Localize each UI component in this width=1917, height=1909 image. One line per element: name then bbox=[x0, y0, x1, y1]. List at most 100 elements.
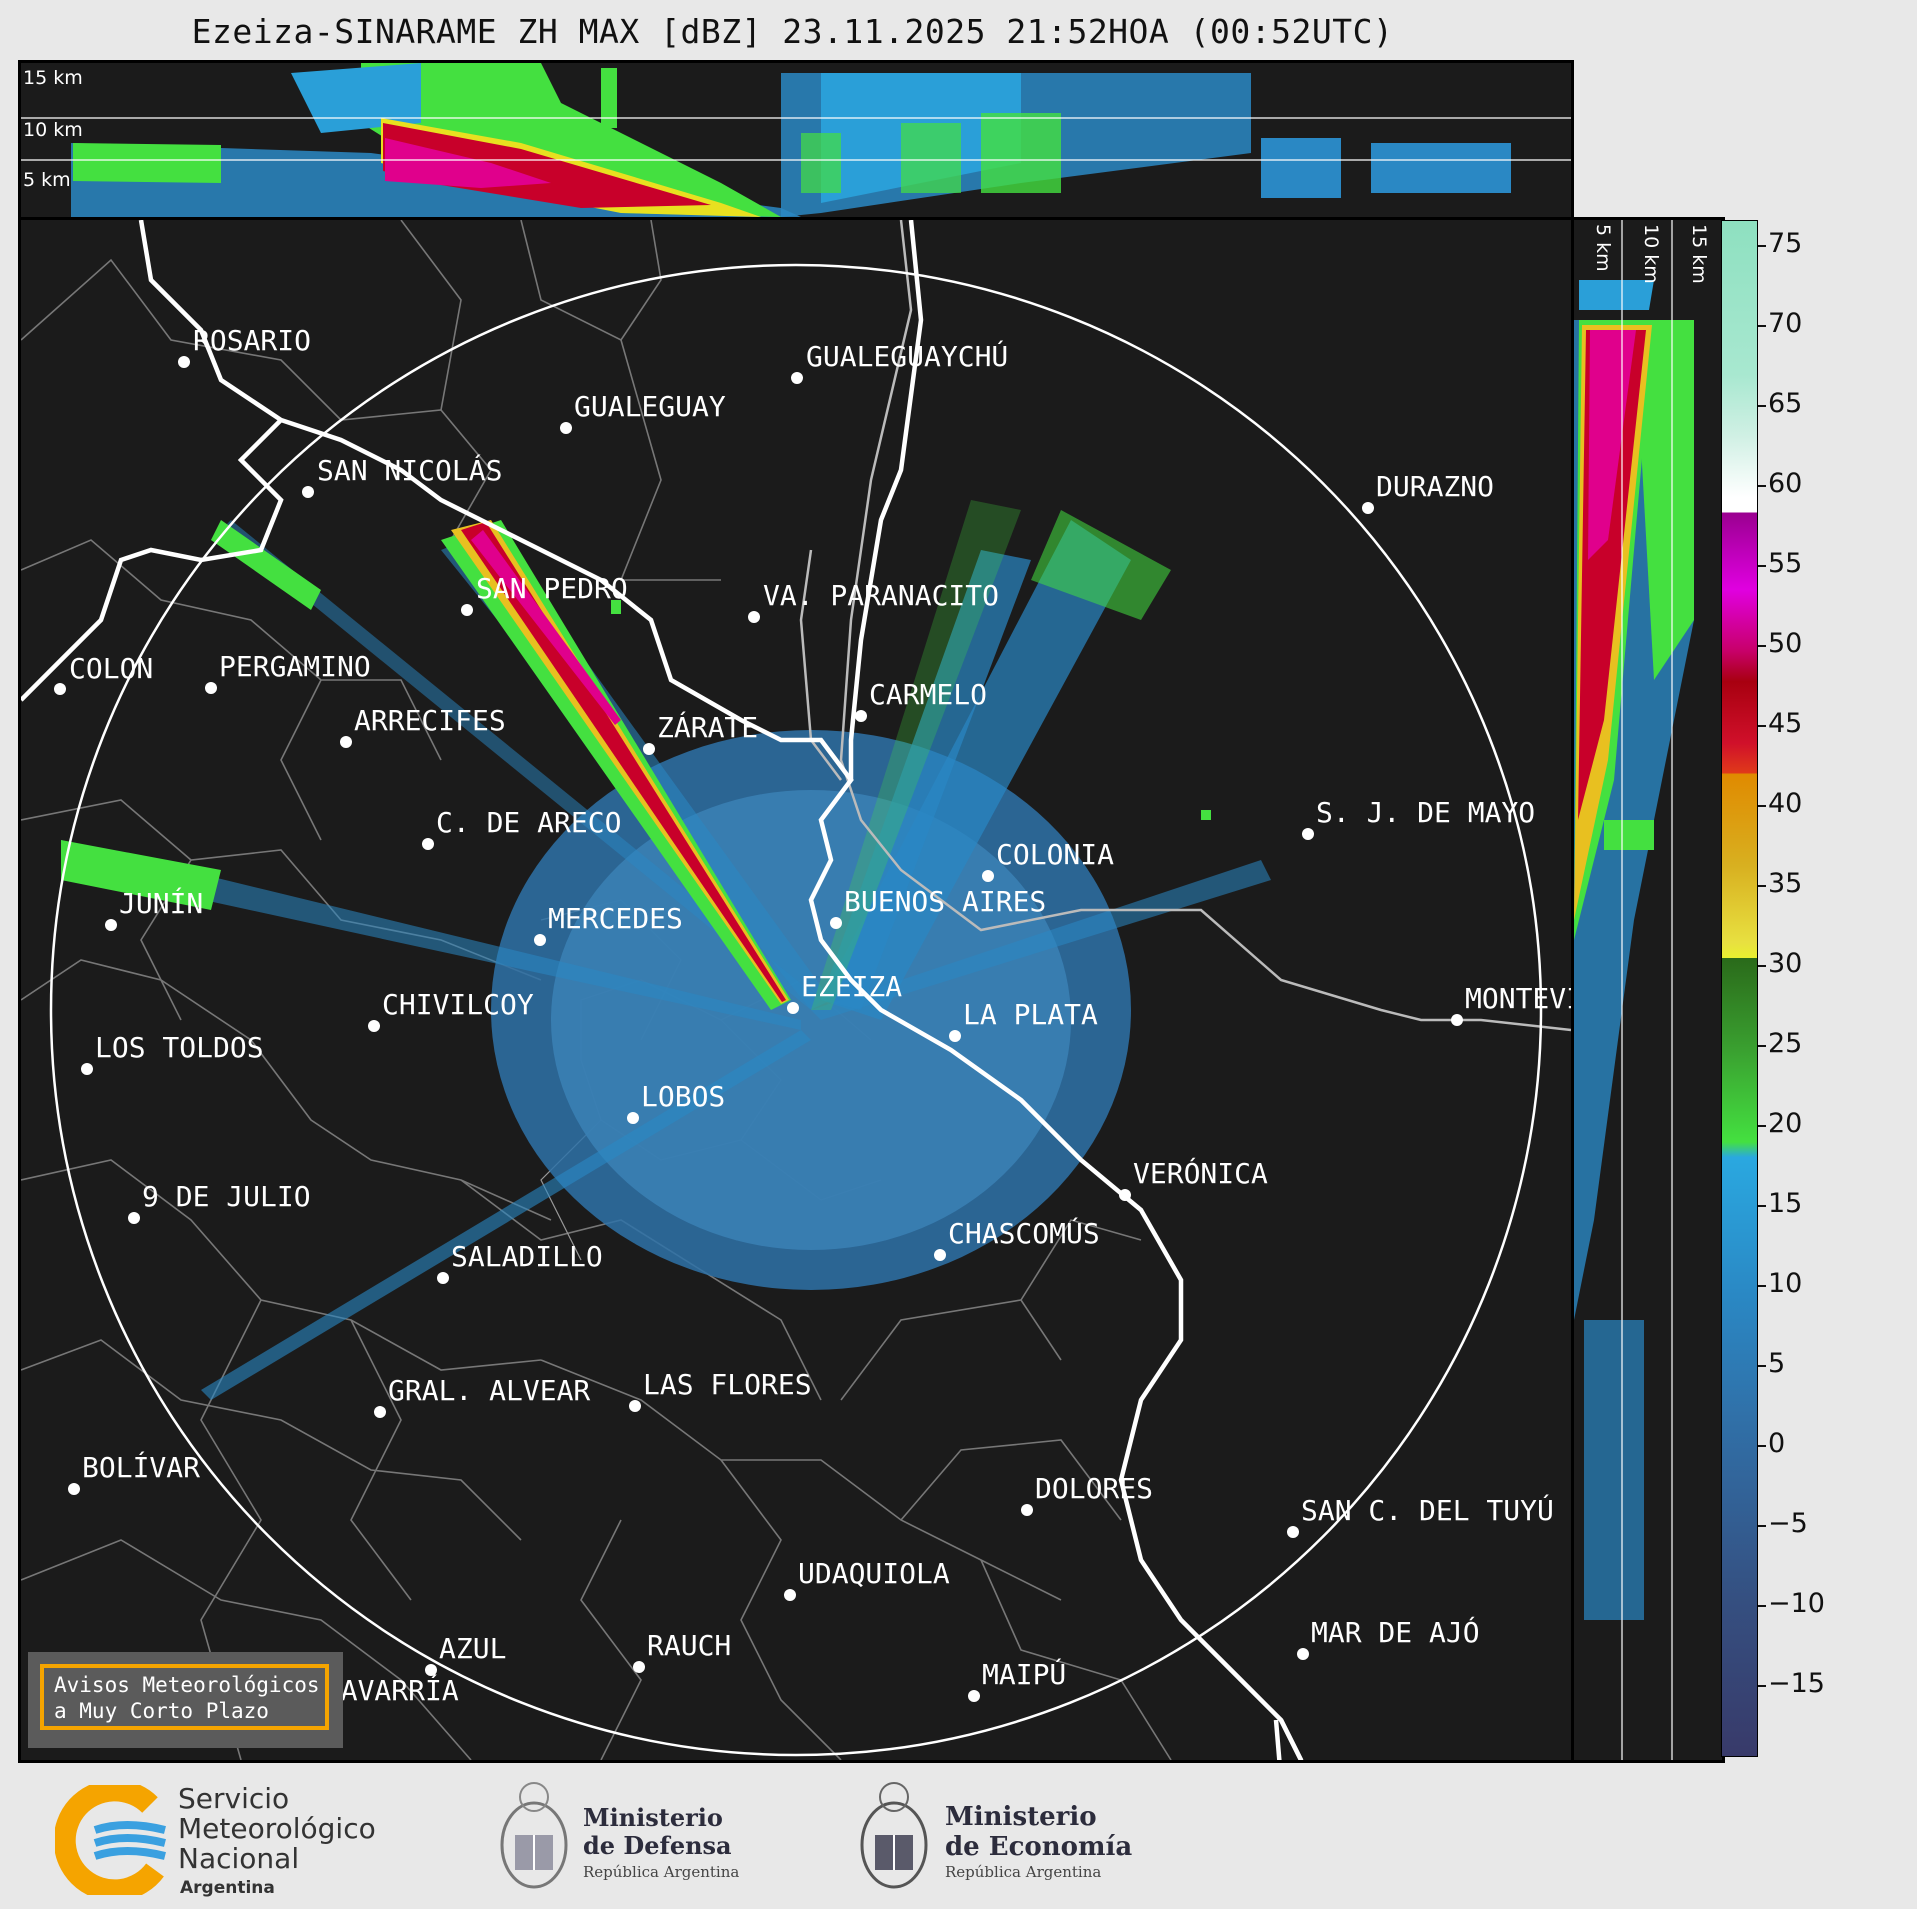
city-label-rauch: RAUCH bbox=[647, 1629, 731, 1662]
colorbar-tick-label: −10 bbox=[1768, 1588, 1825, 1619]
defensa-name: Ministerio de Defensa bbox=[583, 1803, 732, 1860]
colorbar-tick-mark bbox=[1758, 805, 1766, 807]
colorbar-tick-label: 15 bbox=[1768, 1188, 1803, 1219]
colorbar-tick-mark bbox=[1758, 1365, 1766, 1367]
city-label-c-de-areco: C. DE ARECO bbox=[436, 806, 621, 839]
radar-map: ROSARIO GUALEGUAYCHÚ GUALEGUAY SAN NICOL… bbox=[18, 217, 1574, 1763]
top-strip-echoes bbox=[71, 63, 1511, 217]
city-label-veronica: VERÓNICA bbox=[1133, 1156, 1268, 1190]
colorbar bbox=[1721, 220, 1758, 1757]
colorbar-tick-label: 5 bbox=[1768, 1348, 1786, 1379]
side-vertical-cross-section: 5 km 10 km 15 km bbox=[1571, 217, 1725, 1763]
city-label-arrecifes: ARRECIFES bbox=[354, 704, 506, 737]
colorbar-tick-mark bbox=[1758, 1045, 1766, 1047]
city-label-pergamino: PERGAMINO bbox=[219, 650, 371, 683]
city-labels: ROSARIO GUALEGUAYCHÚ GUALEGUAY SAN NICOL… bbox=[69, 324, 1571, 1707]
city-label-la-plata: LA PLATA bbox=[963, 998, 1098, 1031]
city-label-mercedes: MERCEDES bbox=[548, 902, 683, 935]
defensa-seal-icon bbox=[500, 1782, 568, 1889]
city-label-ezeiza: EZEIZA bbox=[801, 970, 902, 1003]
radar-echoes bbox=[61, 500, 1271, 1400]
city-label-gualeguay: GUALEGUAY bbox=[574, 390, 726, 423]
colorbar-tick-label: 35 bbox=[1768, 868, 1803, 899]
city-label-san-pedro: SAN PEDRO bbox=[476, 572, 628, 605]
city-label-mar-de-ajo: MAR DE AJÓ bbox=[1311, 1615, 1480, 1649]
colorbar-tick-mark bbox=[1758, 485, 1766, 487]
colorbar-tick-label: −15 bbox=[1768, 1668, 1825, 1699]
city-label-azul: AZUL bbox=[439, 1632, 506, 1665]
economia-sub: República Argentina bbox=[945, 1863, 1102, 1881]
colorbar-tick-label: 60 bbox=[1768, 468, 1803, 499]
rivers-light bbox=[799, 220, 1571, 1032]
city-label-rosario: ROSARIO bbox=[193, 324, 311, 357]
radar-map-svg: ROSARIO GUALEGUAYCHÚ GUALEGUAY SAN NICOL… bbox=[21, 220, 1571, 1760]
colorbar-tick-label: 75 bbox=[1768, 228, 1803, 259]
colorbar-tick-mark bbox=[1758, 1525, 1766, 1527]
department-boundaries bbox=[21, 220, 1172, 1760]
city-label-va-paranacito: VA. PARANACITO bbox=[763, 579, 999, 612]
city-label-buenos-aires: BUENOS AIRES bbox=[844, 885, 1046, 918]
footer-logos: Servicio Meteorológico Nacional Argentin… bbox=[0, 1760, 1917, 1909]
colorbar-tick-label: 25 bbox=[1768, 1028, 1803, 1059]
colorbar-tick-label: 10 bbox=[1768, 1268, 1803, 1299]
side-altitude-label-10km: 10 km bbox=[1640, 224, 1662, 284]
city-label-montevideo: MONTEVIDEO bbox=[1465, 982, 1571, 1015]
city-label-carmelo: CARMELO bbox=[869, 678, 987, 711]
colorbar-tick-label: −5 bbox=[1768, 1508, 1808, 1539]
colorbar-tick-mark bbox=[1758, 405, 1766, 407]
city-label-durazno: DURAZNO bbox=[1376, 470, 1494, 503]
colorbar-tick-mark bbox=[1758, 1285, 1766, 1287]
smn-logo-icon bbox=[55, 1785, 166, 1895]
avisos-box[interactable]: Avisos Meteorológicos a Muy Corto Plazo bbox=[28, 1652, 343, 1748]
colorbar-tick-mark bbox=[1758, 565, 1766, 567]
colorbar-tick-label: 45 bbox=[1768, 708, 1803, 739]
coastline-and-borders bbox=[21, 220, 1304, 1760]
colorbar-tick-label: 70 bbox=[1768, 308, 1803, 339]
city-label-maipu: MAIPÚ bbox=[982, 1657, 1066, 1691]
city-label-s-j-de-mayo: S. J. DE MAYO bbox=[1316, 796, 1535, 829]
top-vertical-cross-section: 15 km 10 km 5 km bbox=[18, 60, 1574, 220]
top-strip-svg bbox=[21, 63, 1571, 217]
city-label-dolores: DOLORES bbox=[1035, 1472, 1153, 1505]
colorbar-tick-label: 20 bbox=[1768, 1108, 1803, 1139]
range-ring-240km bbox=[49, 263, 1543, 1757]
altitude-label-15km: 15 km bbox=[23, 67, 83, 89]
side-strip-echoes bbox=[1574, 280, 1694, 1620]
colorbar-tick-mark bbox=[1758, 245, 1766, 247]
colorbar-tick-mark bbox=[1758, 1445, 1766, 1447]
city-label-colon: COLON bbox=[69, 652, 153, 685]
colorbar-tick-label: 40 bbox=[1768, 788, 1803, 819]
city-label-9-de-julio: 9 DE JULIO bbox=[142, 1180, 311, 1213]
city-label-san-nicolas: SAN NICOLÁS bbox=[317, 453, 502, 487]
colorbar-tick-mark bbox=[1758, 1685, 1766, 1687]
city-label-colonia: COLONIA bbox=[996, 838, 1114, 871]
chart-title: Ezeiza-SINARAME ZH MAX [dBZ] 23.11.2025 … bbox=[191, 12, 1394, 51]
city-label-junin: JUNÍN bbox=[119, 886, 203, 920]
city-label-chascomus: CHASCOMÚS bbox=[948, 1216, 1100, 1250]
colorbar-tick-mark bbox=[1758, 325, 1766, 327]
economia-seal-icon bbox=[860, 1782, 928, 1889]
city-label-bolivar: BOLÍVAR bbox=[82, 1450, 200, 1484]
colorbar-tick-mark bbox=[1758, 1125, 1766, 1127]
altitude-label-5km: 5 km bbox=[23, 169, 71, 191]
smn-name: Servicio Meteorológico Nacional bbox=[178, 1782, 376, 1875]
city-label-los-toldos: LOS TOLDOS bbox=[95, 1031, 264, 1064]
side-altitude-label-15km: 15 km bbox=[1688, 224, 1710, 284]
colorbar-tick-label: 50 bbox=[1768, 628, 1803, 659]
colorbar-tick-mark bbox=[1758, 1205, 1766, 1207]
colorbar-tick-label: 55 bbox=[1768, 548, 1803, 579]
city-label-udaquiola: UDAQUIOLA bbox=[798, 1557, 950, 1590]
defensa-sub: República Argentina bbox=[583, 1863, 740, 1881]
city-label-san-c-del-tuyu: SAN C. DEL TUYÚ bbox=[1301, 1493, 1554, 1527]
colorbar-tick-mark bbox=[1758, 965, 1766, 967]
colorbar-tick-mark bbox=[1758, 1605, 1766, 1607]
city-label-gral-alvear: GRAL. ALVEAR bbox=[388, 1374, 590, 1407]
colorbar-tick-mark bbox=[1758, 725, 1766, 727]
city-label-saladillo: SALADILLO bbox=[451, 1240, 603, 1273]
colorbar-tick-mark bbox=[1758, 645, 1766, 647]
city-label-las-flores: LAS FLORES bbox=[643, 1368, 812, 1401]
city-label-chivilcoy: CHIVILCOY bbox=[382, 988, 534, 1021]
economia-name: Ministerio de Economía bbox=[945, 1802, 1133, 1862]
side-strip-svg bbox=[1574, 220, 1694, 1760]
side-altitude-label-5km: 5 km bbox=[1592, 224, 1614, 272]
